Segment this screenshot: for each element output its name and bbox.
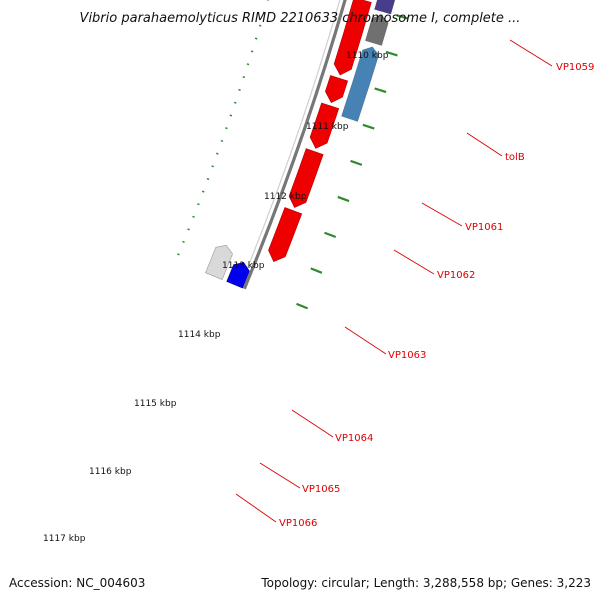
forward-cds-9 <box>288 148 324 208</box>
scale-tick-mark <box>324 231 337 239</box>
scale-label-1110: 1110 kbp <box>346 51 389 61</box>
label-leader-vp1064 <box>291 409 334 438</box>
backbone-line-inner <box>239 0 341 288</box>
forward-cds-10 <box>268 207 303 262</box>
gene-label-texts: VP1059 tolB VP1061 VP1062 VP1063 VP1064 … <box>279 62 594 529</box>
gene-label-vp1059[interactable]: VP1059 <box>556 62 594 73</box>
gene-vp1064 <box>374 0 396 15</box>
label-leader-vp1063 <box>344 326 387 355</box>
backbone-line-outer <box>242 0 347 290</box>
label-leader-tolb <box>466 132 503 157</box>
topology-text: Topology: circular; Length: 3,288,558 bp… <box>260 576 591 590</box>
scale-labels: 1110 kbp 1111 kbp 1112 kbp 1113 kbp 1114… <box>43 51 389 544</box>
scale-tick-mark <box>310 267 323 274</box>
gene-labels <box>235 39 553 523</box>
label-leader-vp1065 <box>259 462 301 489</box>
gene-label-vp1062[interactable]: VP1062 <box>437 270 475 281</box>
scale-label-1112: 1112 kbp <box>264 192 307 202</box>
scale-tick-mark <box>296 302 309 310</box>
label-leader-vp1059 <box>509 39 553 67</box>
gene-label-vp1066[interactable]: VP1066 <box>279 518 317 529</box>
scale-tick-mark <box>374 87 387 94</box>
forward-strand-track <box>268 0 372 262</box>
chromosome-backbone <box>239 0 347 290</box>
forward-cds-6 <box>333 0 372 76</box>
gene-vp1066 <box>341 46 380 122</box>
scale-label-1114: 1114 kbp <box>178 330 221 340</box>
scale-ticks <box>296 14 409 310</box>
accession-text: Accession: NC_004603 <box>9 576 145 590</box>
gene-label-tolb[interactable]: tolB <box>505 152 525 163</box>
scale-tick-mark <box>350 159 363 166</box>
scale-tick-mark <box>337 195 350 203</box>
forward-cds-7 <box>325 75 349 103</box>
partial-blue-feature <box>226 262 250 289</box>
scale-label-1117: 1117 kbp <box>43 534 86 544</box>
scale-label-1116: 1116 kbp <box>89 467 132 477</box>
scale-tick-mark <box>396 14 409 20</box>
gene-label-vp1061[interactable]: VP1061 <box>465 222 503 233</box>
reverse-strand-track <box>205 0 396 289</box>
scale-tick-mark <box>362 123 375 130</box>
scale-tick-mark <box>385 50 398 57</box>
forward-cds-8 <box>309 102 340 149</box>
scale-label-1115: 1115 kbp <box>134 399 177 409</box>
label-leader-vp1062 <box>393 249 435 275</box>
gene-label-vp1063[interactable]: VP1063 <box>388 350 426 361</box>
scale-label-1111: 1111 kbp <box>306 122 349 132</box>
gene-label-vp1065[interactable]: VP1065 <box>302 484 340 495</box>
map-title: Vibrio parahaemolyticus RIMD 2210633 chr… <box>80 11 521 26</box>
gene-label-vp1064[interactable]: VP1064 <box>335 433 373 444</box>
partial-gray-feature <box>205 245 233 280</box>
gene-vp1065 <box>364 14 389 46</box>
label-leader-vp1066 <box>235 493 277 523</box>
scale-label-1113: 1113 kbp <box>222 261 265 271</box>
label-leader-vp1061 <box>421 202 463 227</box>
